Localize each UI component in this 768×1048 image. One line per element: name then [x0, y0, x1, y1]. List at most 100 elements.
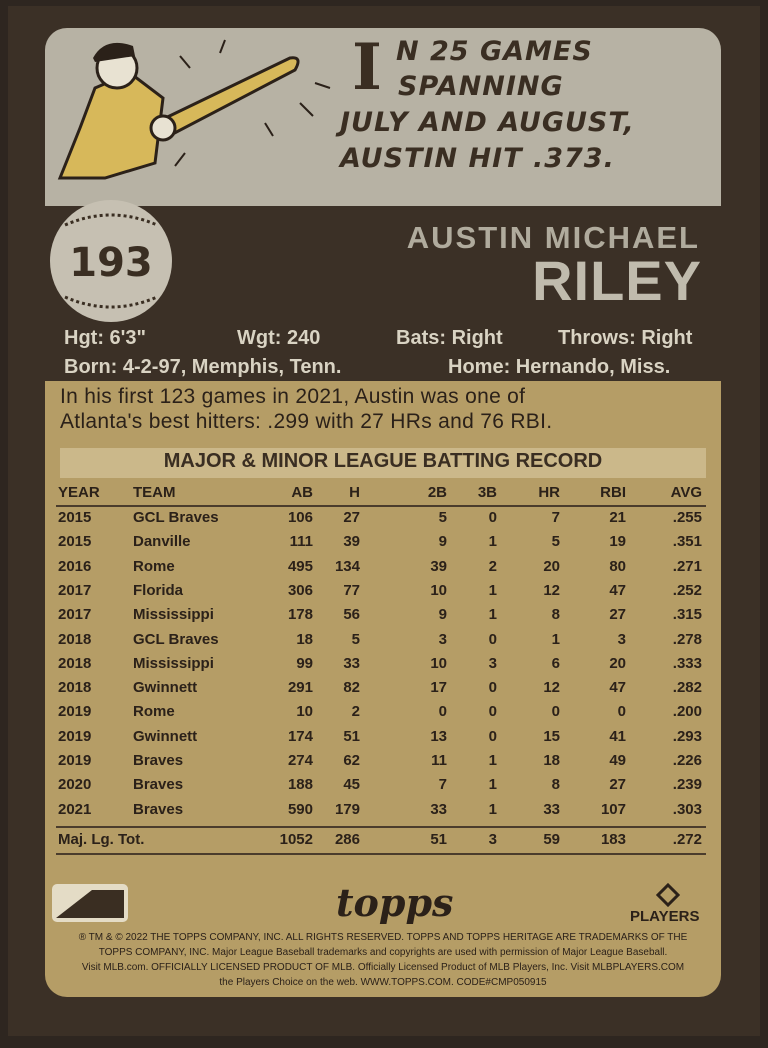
table-cell: Gwinnett	[133, 679, 198, 697]
table-cell: 3	[438, 630, 447, 648]
table-cell: 0	[438, 703, 447, 721]
table-cell: 10	[296, 703, 313, 721]
table-cell: 188	[287, 776, 313, 794]
table-cell: .278	[672, 630, 702, 648]
table-cell: 2020	[58, 776, 92, 794]
table-cell: 1	[551, 630, 560, 648]
table-cell: 0	[551, 703, 560, 721]
table-cell: GCL Braves	[133, 630, 219, 648]
table-cell: 33	[543, 800, 560, 818]
table-cell: 291	[287, 679, 313, 697]
legal-line: ® TM & © 2022 THE TOPPS COMPANY, INC. AL…	[78, 932, 688, 943]
table-cell: 2015	[58, 533, 92, 551]
table-cell: 2016	[58, 557, 92, 575]
blurb-line: Atlanta's best hitters: .299 with 27 HRs…	[60, 410, 553, 433]
table-cell: 0	[488, 509, 497, 526]
table-cell: 49	[609, 752, 626, 769]
table-cell: 62	[343, 752, 360, 769]
bio-weight: Wgt: 240	[237, 327, 321, 349]
table-cell: 2015	[58, 509, 92, 526]
baseball-icon	[50, 200, 172, 322]
table-cell: 47	[609, 679, 626, 697]
first-names: AUSTIN MICHAEL	[406, 220, 700, 255]
table-header: 3B	[477, 484, 497, 501]
table-cell: 45	[343, 776, 360, 794]
legal-line: the Players Choice on the web. WWW.TOPPS…	[219, 977, 547, 988]
table-cell: 1	[488, 752, 497, 769]
bio-throws: Throws: Right	[558, 327, 693, 349]
table-cell: 17	[430, 679, 447, 697]
table-cell: 1	[488, 606, 497, 624]
table-cell: .315	[672, 606, 702, 624]
table-cell: 33	[343, 654, 360, 672]
cartoon-caption: N 25 GAMES	[396, 36, 593, 67]
table-cell: Gwinnett	[133, 727, 198, 745]
table-cell: 106	[287, 509, 313, 526]
players-logo: PLAYERS	[630, 908, 700, 925]
table-cell: 77	[343, 581, 360, 599]
table-cell: .252	[672, 581, 702, 599]
legal-line: Visit MLB.com. OFFICIALLY LICENSED PRODU…	[81, 962, 685, 973]
table-cell: 0	[488, 703, 497, 721]
table-header: 2B	[427, 484, 447, 501]
table-cell: 12	[543, 581, 560, 599]
table-total: 59	[543, 830, 560, 848]
table-cell: 27	[609, 606, 626, 624]
table-header: YEAR	[58, 484, 100, 501]
table-cell: Braves	[133, 752, 184, 769]
drop-cap: I	[352, 30, 382, 105]
table-header: HR	[538, 484, 560, 501]
table-cell: 178	[287, 606, 313, 624]
table-cell: 2	[488, 557, 497, 575]
table-cell: 56	[343, 606, 360, 624]
table-cell: 47	[609, 581, 626, 599]
table-cell: 274	[287, 752, 313, 769]
table-cell: 8	[551, 776, 560, 794]
table-cell: Mississippi	[133, 654, 214, 672]
stats-panel	[45, 381, 721, 997]
table-cell: 82	[343, 679, 360, 697]
table-cell: 99	[296, 654, 313, 672]
table-cell: .333	[672, 654, 702, 672]
table-cell: 51	[343, 727, 360, 745]
table-cell: 0	[488, 727, 497, 745]
table-cell: 21	[609, 509, 626, 526]
table-cell: .226	[672, 752, 702, 769]
table-header: AB	[291, 484, 313, 501]
table-cell: 80	[609, 557, 626, 575]
table-rule	[56, 505, 706, 507]
table-header: H	[349, 484, 360, 501]
table-total: 1052	[279, 830, 313, 848]
table-cell: 20	[609, 654, 626, 672]
table-cell: 27	[609, 776, 626, 794]
table-cell: .351	[672, 533, 702, 551]
table-cell: 2019	[58, 727, 92, 745]
table-cell: Florida	[133, 581, 184, 599]
table-cell: 2018	[58, 630, 92, 648]
cartoon-caption: JULY AND AUGUST,	[340, 107, 635, 138]
card-number: 193	[69, 240, 153, 286]
table-cell: 10	[430, 581, 447, 599]
table-cell: 7	[551, 509, 560, 526]
table-cell: 20	[543, 557, 560, 575]
table-cell: 6	[551, 654, 560, 672]
table-cell: 179	[334, 800, 360, 818]
table-cell: .293	[672, 727, 702, 745]
table-title: MAJOR & MINOR LEAGUE BATTING RECORD	[163, 450, 603, 472]
table-cell: 306	[287, 581, 313, 599]
blurb-line: In his first 123 games in 2021, Austin w…	[60, 385, 526, 408]
table-cell: 27	[343, 509, 360, 526]
brand-logo: topps	[336, 880, 454, 925]
table-cell: 5	[551, 533, 560, 551]
bio-height: Hgt: 6'3"	[64, 327, 147, 349]
table-cell: 1	[488, 800, 497, 818]
table-cell: 2017	[58, 581, 92, 599]
cartoon-caption: AUSTIN HIT .373.	[340, 143, 615, 174]
table-cell: 134	[334, 557, 360, 575]
mlb-logo	[52, 884, 128, 922]
table-cell: 1	[488, 581, 497, 599]
cartoon-caption: SPANNING	[398, 71, 564, 102]
table-cell: 7	[438, 776, 447, 794]
table-cell: .303	[672, 800, 702, 818]
